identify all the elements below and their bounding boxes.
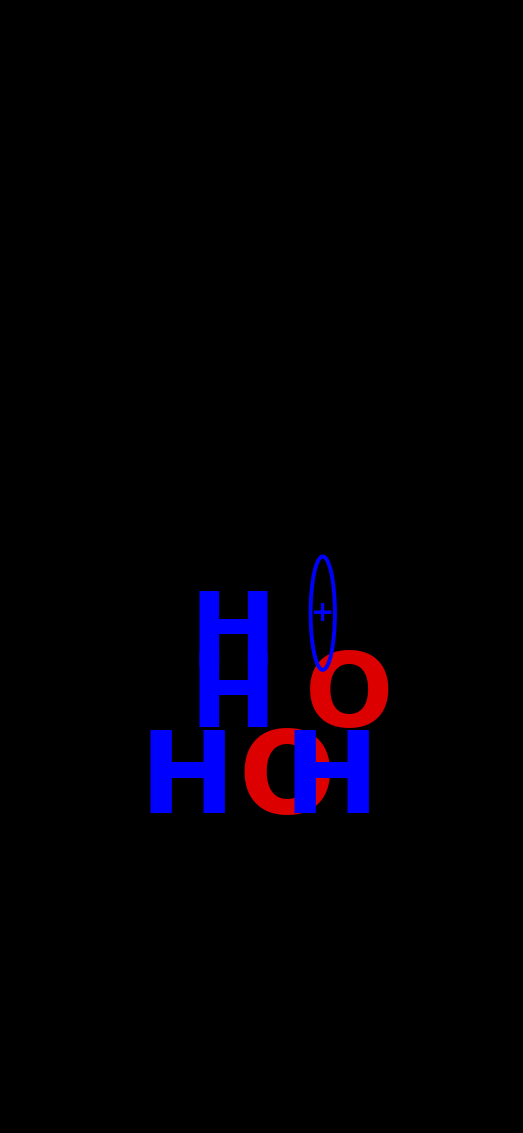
Text: O: O xyxy=(238,726,335,837)
Text: O: O xyxy=(305,648,393,749)
Text: H: H xyxy=(283,726,379,837)
Text: H: H xyxy=(189,648,276,749)
Text: H: H xyxy=(139,726,235,837)
Text: H: H xyxy=(189,587,276,688)
Text: +: + xyxy=(311,599,334,628)
